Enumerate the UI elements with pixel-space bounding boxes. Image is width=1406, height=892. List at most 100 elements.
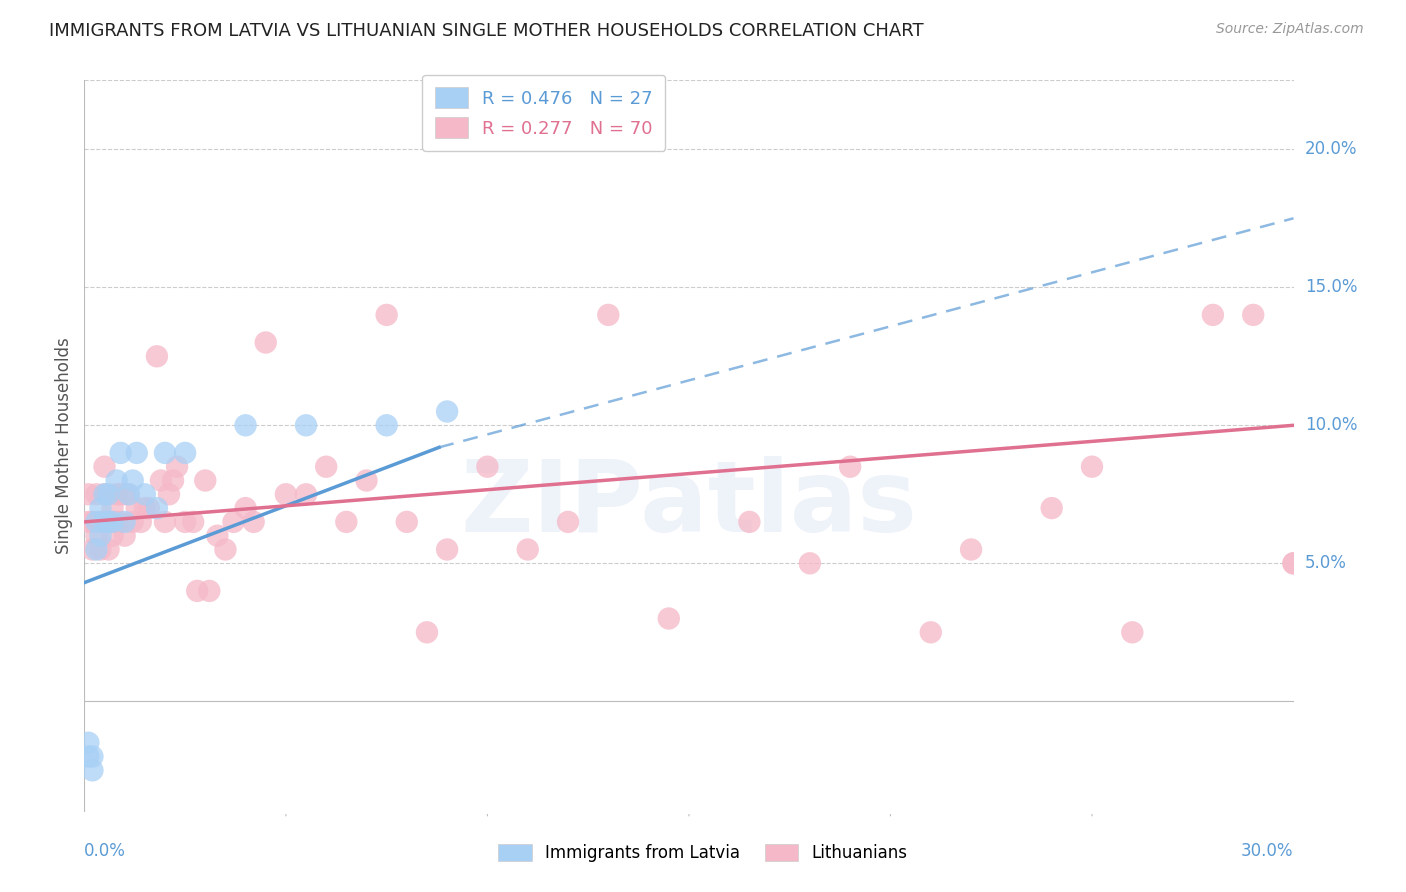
Point <box>207 529 229 543</box>
Point <box>86 542 108 557</box>
Point <box>134 487 156 501</box>
Point <box>166 459 188 474</box>
Y-axis label: Single Mother Households: Single Mother Households <box>55 338 73 554</box>
Point <box>110 515 132 529</box>
Point <box>254 335 277 350</box>
Point <box>1282 557 1305 571</box>
Point <box>375 418 398 433</box>
Point <box>146 349 169 363</box>
Point <box>134 501 156 516</box>
Point <box>658 611 681 625</box>
Point <box>1121 625 1143 640</box>
Point <box>315 459 337 474</box>
Point <box>114 487 136 501</box>
Point <box>129 515 152 529</box>
Point <box>121 515 143 529</box>
Point <box>77 749 100 764</box>
Text: 15.0%: 15.0% <box>1305 278 1357 296</box>
Point <box>101 529 124 543</box>
Text: 20.0%: 20.0% <box>1305 140 1357 158</box>
Point <box>77 487 100 501</box>
Point <box>97 515 120 529</box>
Point <box>295 487 318 501</box>
Point <box>157 487 180 501</box>
Point <box>436 542 458 557</box>
Point <box>105 515 128 529</box>
Point <box>235 418 257 433</box>
Point <box>125 446 148 460</box>
Point <box>181 515 204 529</box>
Point <box>110 446 132 460</box>
Point <box>105 474 128 488</box>
Point <box>153 446 176 460</box>
Point <box>1040 501 1063 516</box>
Point <box>416 625 439 640</box>
Text: 10.0%: 10.0% <box>1305 417 1357 434</box>
Point <box>121 474 143 488</box>
Point <box>82 542 104 557</box>
Legend: R = 0.476   N = 27, R = 0.277   N = 70: R = 0.476 N = 27, R = 0.277 N = 70 <box>422 75 665 151</box>
Point <box>162 474 184 488</box>
Point <box>1241 308 1264 322</box>
Point <box>274 487 297 501</box>
Point <box>198 583 221 598</box>
Point <box>174 446 197 460</box>
Point <box>89 529 111 543</box>
Point <box>82 749 104 764</box>
Point <box>89 501 111 516</box>
Point <box>477 459 499 474</box>
Legend: Immigrants from Latvia, Lithuanians: Immigrants from Latvia, Lithuanians <box>491 836 915 871</box>
Point <box>101 501 124 516</box>
Point <box>1081 459 1104 474</box>
Point <box>146 501 169 516</box>
Point <box>356 474 378 488</box>
Point <box>222 515 245 529</box>
Point <box>93 459 115 474</box>
Point <box>436 404 458 418</box>
Text: ZIPatlas: ZIPatlas <box>461 456 917 553</box>
Point <box>738 515 761 529</box>
Point <box>375 308 398 322</box>
Point <box>839 459 862 474</box>
Point <box>77 515 100 529</box>
Point <box>105 487 128 501</box>
Point <box>82 764 104 778</box>
Point <box>82 515 104 529</box>
Point <box>125 501 148 516</box>
Point <box>295 418 318 433</box>
Text: Source: ZipAtlas.com: Source: ZipAtlas.com <box>1216 22 1364 37</box>
Point <box>101 515 124 529</box>
Point <box>194 474 217 488</box>
Point <box>118 487 141 501</box>
Point <box>516 542 538 557</box>
Point <box>114 529 136 543</box>
Point <box>110 487 132 501</box>
Point <box>214 542 236 557</box>
Point <box>149 474 172 488</box>
Point <box>93 515 115 529</box>
Point <box>153 515 176 529</box>
Point <box>557 515 579 529</box>
Point <box>242 515 264 529</box>
Point <box>114 515 136 529</box>
Point <box>86 515 108 529</box>
Point <box>335 515 357 529</box>
Point <box>86 529 108 543</box>
Point <box>799 557 821 571</box>
Text: 0.0%: 0.0% <box>84 842 127 860</box>
Point <box>118 487 141 501</box>
Point <box>920 625 942 640</box>
Point <box>97 515 120 529</box>
Text: 30.0%: 30.0% <box>1241 842 1294 860</box>
Point <box>235 501 257 516</box>
Point <box>77 736 100 750</box>
Point <box>93 487 115 501</box>
Point <box>138 501 160 516</box>
Point <box>89 515 111 529</box>
Point <box>960 542 983 557</box>
Point <box>86 487 108 501</box>
Point <box>93 487 115 501</box>
Point <box>1282 557 1305 571</box>
Point <box>174 515 197 529</box>
Text: 5.0%: 5.0% <box>1305 554 1347 573</box>
